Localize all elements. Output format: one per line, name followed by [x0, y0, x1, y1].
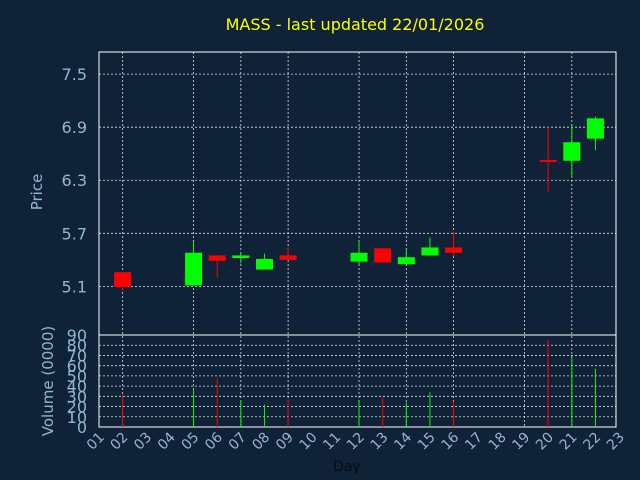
price-axis-label: Price — [28, 174, 46, 211]
candle-body-13 — [374, 248, 392, 263]
candle-body-02 — [114, 272, 132, 288]
chart-title: MASS - last updated 22/01/2026 — [226, 15, 485, 34]
x-ticks: 01 02 03 04 05 06 07 08 09 10 11 12 13 14 15 16 17 18 19 20… — [84, 429, 628, 453]
volume-tick-label: 50 — [67, 367, 87, 386]
volume-tick-label: 40 — [67, 377, 87, 396]
volume-tick-label: 60 — [67, 357, 87, 376]
candle-body-22 — [586, 118, 604, 139]
candle-body-16 — [445, 247, 463, 253]
price-tick-label: 5.7 — [62, 224, 87, 243]
candle-body-06 — [208, 255, 226, 261]
price-tick-label: 7.5 — [62, 65, 87, 84]
volume-tick-label: 90 — [67, 326, 87, 345]
candle-body-05 — [185, 252, 203, 286]
candles — [114, 116, 604, 291]
price-tick-label: 6.3 — [62, 171, 87, 190]
candle-body-12 — [350, 252, 368, 262]
volume-panel-border — [98, 334, 617, 428]
candle-body-08 — [255, 258, 273, 270]
candle-body-20 — [539, 159, 557, 162]
price-tick-label: 5.1 — [62, 277, 87, 296]
volume-tick-label: 30 — [67, 387, 87, 406]
volume-tick-label: 80 — [67, 336, 87, 355]
candle-body-15 — [421, 247, 439, 256]
price-tick-label: 6.9 — [62, 118, 87, 137]
volume-tick-label: 10 — [67, 408, 87, 427]
candle-body-07 — [232, 255, 250, 259]
volume-tick-label: 20 — [67, 398, 87, 417]
volume-axis-label: Volume (0000) — [39, 326, 57, 436]
volume-tick-label: 70 — [67, 346, 87, 365]
candle-body-14 — [397, 257, 415, 265]
volume-bars — [122, 340, 596, 427]
x-axis-label: Day — [333, 459, 361, 475]
candle-body-09 — [279, 255, 297, 260]
price-y-ticks: 5.1 5.7 6.3 6.9 7.5 — [62, 65, 87, 296]
volume-tick-label: 0 — [77, 418, 87, 437]
candle-body-21 — [563, 142, 581, 161]
